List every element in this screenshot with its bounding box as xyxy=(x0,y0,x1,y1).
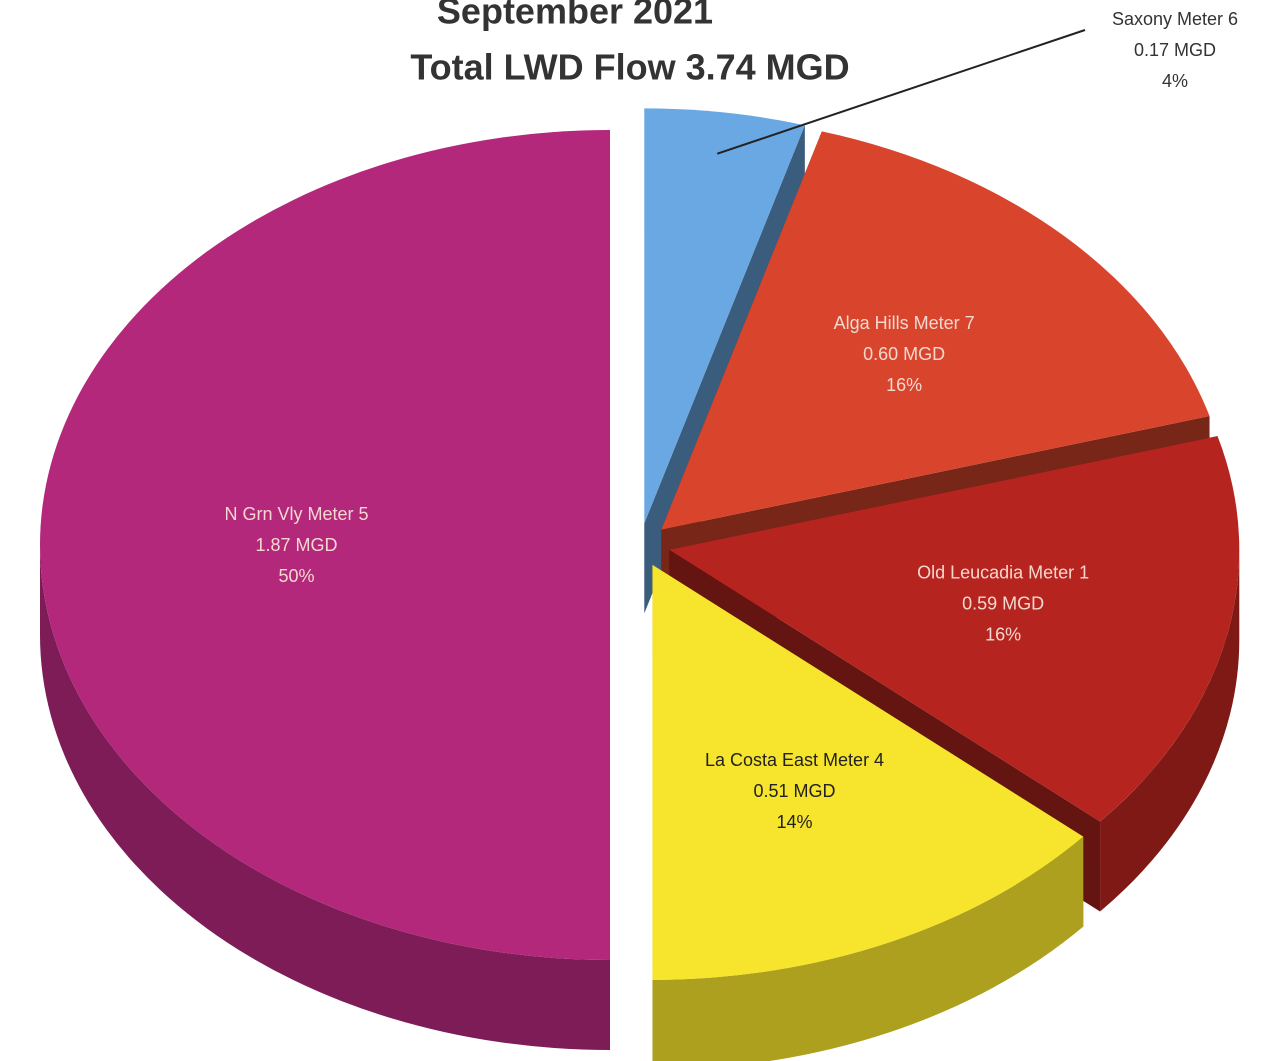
data-label: 14% xyxy=(777,812,813,832)
data-label: 50% xyxy=(278,566,314,586)
slice-side xyxy=(652,836,1084,1061)
slice-side xyxy=(1100,549,1240,912)
data-label: 0.51 MGD xyxy=(754,781,836,801)
data-label: Saxony Meter 6 xyxy=(1112,9,1238,29)
data-label: 4% xyxy=(1162,71,1188,91)
slice xyxy=(661,131,1210,530)
slice xyxy=(669,436,1240,822)
slice-side xyxy=(40,545,610,1050)
data-label: 0.59 MGD xyxy=(962,593,1044,613)
data-label: 1.87 MGD xyxy=(255,535,337,555)
data-label: 16% xyxy=(886,375,922,395)
data-label: Alga Hills Meter 7 xyxy=(834,313,975,333)
chart-subtitle: Total LWD Flow 3.74 MGD xyxy=(410,47,849,88)
leader-line xyxy=(716,29,1086,155)
data-label: La Costa East Meter 4 xyxy=(705,750,884,770)
slice xyxy=(40,130,610,960)
data-label: 0.17 MGD xyxy=(1134,40,1216,60)
data-label: 0.60 MGD xyxy=(863,344,945,364)
chart-title: September 2021 xyxy=(437,0,713,32)
data-label: Old Leucadia Meter 1 xyxy=(917,562,1089,582)
data-label: N Grn Vly Meter 5 xyxy=(224,504,368,524)
slice xyxy=(652,564,1084,980)
slice xyxy=(644,108,805,524)
data-label: 16% xyxy=(985,624,1021,644)
